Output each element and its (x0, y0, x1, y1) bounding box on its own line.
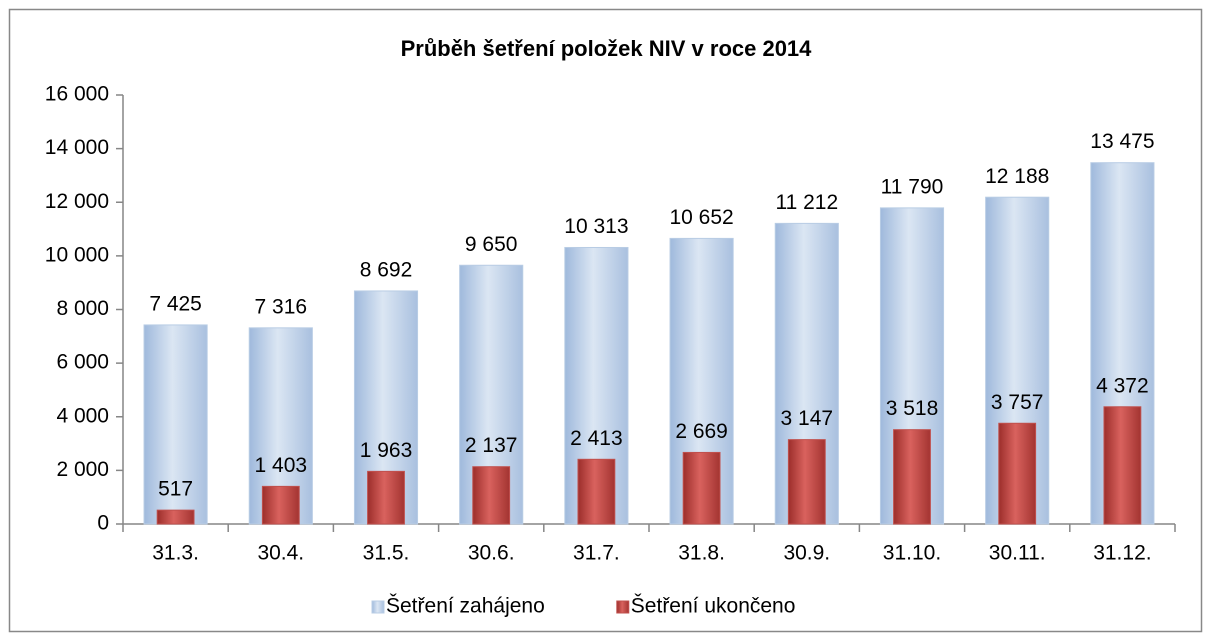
bar (261, 485, 300, 525)
y-tick-label: 10 000 (45, 243, 109, 266)
y-tick-label: 6 000 (56, 351, 109, 374)
data-label: 7 316 (255, 295, 308, 318)
data-label: 4 372 (1096, 374, 1149, 397)
bar (577, 458, 616, 525)
data-label: 1 963 (360, 439, 413, 462)
legend-label: Šetření zahájeno (386, 595, 545, 618)
data-label: 11 790 (881, 175, 944, 198)
x-tick-label: 30.9. (783, 542, 830, 565)
x-tick-label: 31.10. (883, 542, 941, 565)
data-label: 9 650 (465, 233, 518, 256)
y-tick-label: 12 000 (45, 190, 109, 213)
data-label: 2 137 (465, 434, 518, 457)
chart-title: Průběh šetření položek NIV v roce 2014 (401, 36, 813, 61)
y-tick-label: 0 (97, 512, 109, 535)
legend-marker (616, 600, 630, 614)
bar (998, 422, 1037, 525)
x-tick-label: 31.3. (152, 542, 199, 565)
bar (787, 439, 826, 525)
data-label: 2 669 (675, 420, 728, 443)
data-label: 3 147 (781, 407, 834, 430)
bar (156, 509, 195, 525)
x-tick-label: 31.5. (363, 542, 410, 565)
bar (367, 470, 405, 525)
y-tick-label: 4 000 (56, 404, 109, 427)
bar (472, 466, 511, 525)
legend-marker (371, 600, 385, 614)
data-label: 13 475 (1090, 130, 1154, 153)
data-label: 517 (158, 478, 193, 501)
bar (1103, 406, 1142, 525)
data-label: 3 518 (886, 397, 939, 420)
data-label: 10 652 (669, 206, 733, 229)
data-label: 1 403 (255, 454, 308, 477)
data-label: 8 692 (360, 258, 413, 281)
y-tick-label: 14 000 (45, 136, 109, 159)
data-label: 3 757 (991, 391, 1044, 414)
x-tick-label: 30.6. (468, 542, 515, 565)
y-tick-label: 2 000 (56, 458, 109, 481)
y-tick-label: 16 000 (45, 83, 109, 106)
bar (682, 451, 721, 525)
bar (893, 429, 931, 525)
x-tick-label: 31.12. (1093, 542, 1151, 565)
x-tick-label: 31.7. (573, 542, 620, 565)
legend-label: Šetření ukončeno (631, 595, 796, 618)
x-tick-label: 30.11. (989, 542, 1046, 565)
y-tick-label: 8 000 (56, 297, 109, 320)
data-label: 10 313 (564, 215, 628, 238)
data-label: 12 188 (985, 165, 1049, 188)
data-label: 2 413 (570, 427, 623, 450)
x-tick-label: 30.4. (257, 542, 304, 565)
data-label: 11 212 (775, 191, 838, 214)
data-label: 7 425 (149, 292, 202, 315)
x-tick-label: 31.8. (678, 542, 725, 565)
